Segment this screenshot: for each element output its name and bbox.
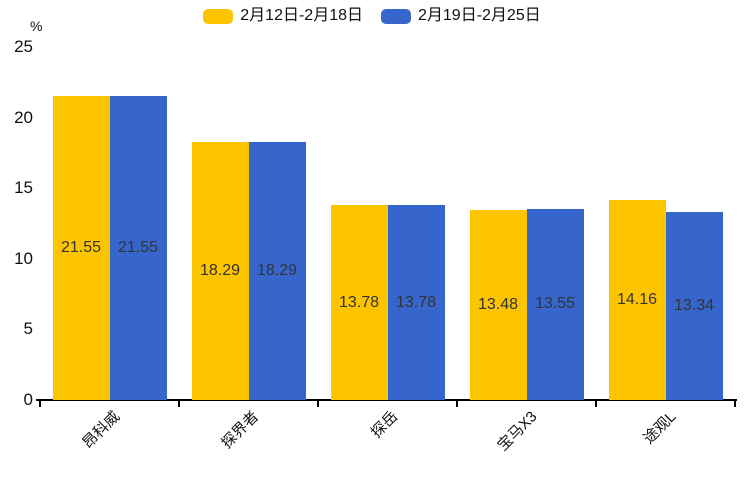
x-axis-line <box>36 399 737 401</box>
bar-value-label: 13.55 <box>534 295 576 313</box>
bar-value-label: 21.55 <box>60 238 102 256</box>
bar: 13.78 <box>330 205 388 400</box>
bar: 21.55 <box>109 95 167 400</box>
bar: 13.48 <box>469 209 527 400</box>
legend-item-week1[interactable]: 2月12日-2月18日 <box>203 6 363 26</box>
y-axis-tick-label: 15 <box>14 178 33 198</box>
bar-value-label: 13.78 <box>338 293 380 311</box>
category-label: 宝马X3 <box>494 408 541 455</box>
y-axis-tick-label: 0 <box>23 390 33 409</box>
legend-item-week2[interactable]: 2月19日-2月25日 <box>381 6 541 26</box>
bar-value-label: 13.34 <box>673 296 715 314</box>
y-axis-unit-label: % <box>30 18 43 34</box>
legend-swatch-week1 <box>203 8 234 24</box>
bar: 21.55 <box>52 95 110 400</box>
bar-group-4: 13.48 13.55 <box>457 208 596 400</box>
y-axis-tick-label: 20 <box>14 107 33 127</box>
category-label: 探界者 <box>218 408 263 452</box>
bar-value-label: 18.29 <box>256 261 298 279</box>
bar-group-5: 14.16 13.34 <box>596 200 735 400</box>
bar: 14.16 <box>608 200 666 400</box>
legend-swatch-week2 <box>381 8 411 24</box>
bar: 18.29 <box>191 141 249 400</box>
category-label: 途观L <box>640 408 680 448</box>
y-axis-tick-label: 25 <box>14 37 33 56</box>
x-axis-tick-mark <box>734 401 736 407</box>
bar: 13.78 <box>387 205 445 400</box>
legend-label-week1: 2月12日-2月18日 <box>240 7 363 24</box>
x-axis-tick-mark <box>39 401 41 407</box>
bar-value-label: 18.29 <box>199 261 241 279</box>
category-label: 昂科威 <box>79 408 124 452</box>
category-label: 探岳 <box>368 408 402 442</box>
x-axis-tick-mark <box>178 401 180 407</box>
bar: 13.34 <box>665 211 723 400</box>
bar-value-label: 13.48 <box>477 295 519 313</box>
bar-value-label: 21.55 <box>117 238 159 256</box>
bar: 18.29 <box>248 141 306 400</box>
bar-group-1: 21.55 21.55 <box>40 95 179 400</box>
bar-group-2: 18.29 18.29 <box>179 141 318 400</box>
chart-legend: 2月12日-2月18日 2月19日-2月25日 <box>0 6 744 26</box>
bar: 13.55 <box>526 208 584 400</box>
legend-label-week2: 2月19日-2月25日 <box>418 7 541 24</box>
x-axis-tick-mark <box>317 401 319 407</box>
x-axis-tick-mark <box>456 401 458 407</box>
y-axis-tick-label: 10 <box>14 248 33 268</box>
y-axis-tick-label: 5 <box>23 319 33 339</box>
bar-value-label: 13.78 <box>395 293 437 311</box>
x-axis-tick-mark <box>595 401 597 407</box>
bar-group-3: 13.78 13.78 <box>318 205 457 400</box>
bar-value-label: 14.16 <box>616 291 658 309</box>
